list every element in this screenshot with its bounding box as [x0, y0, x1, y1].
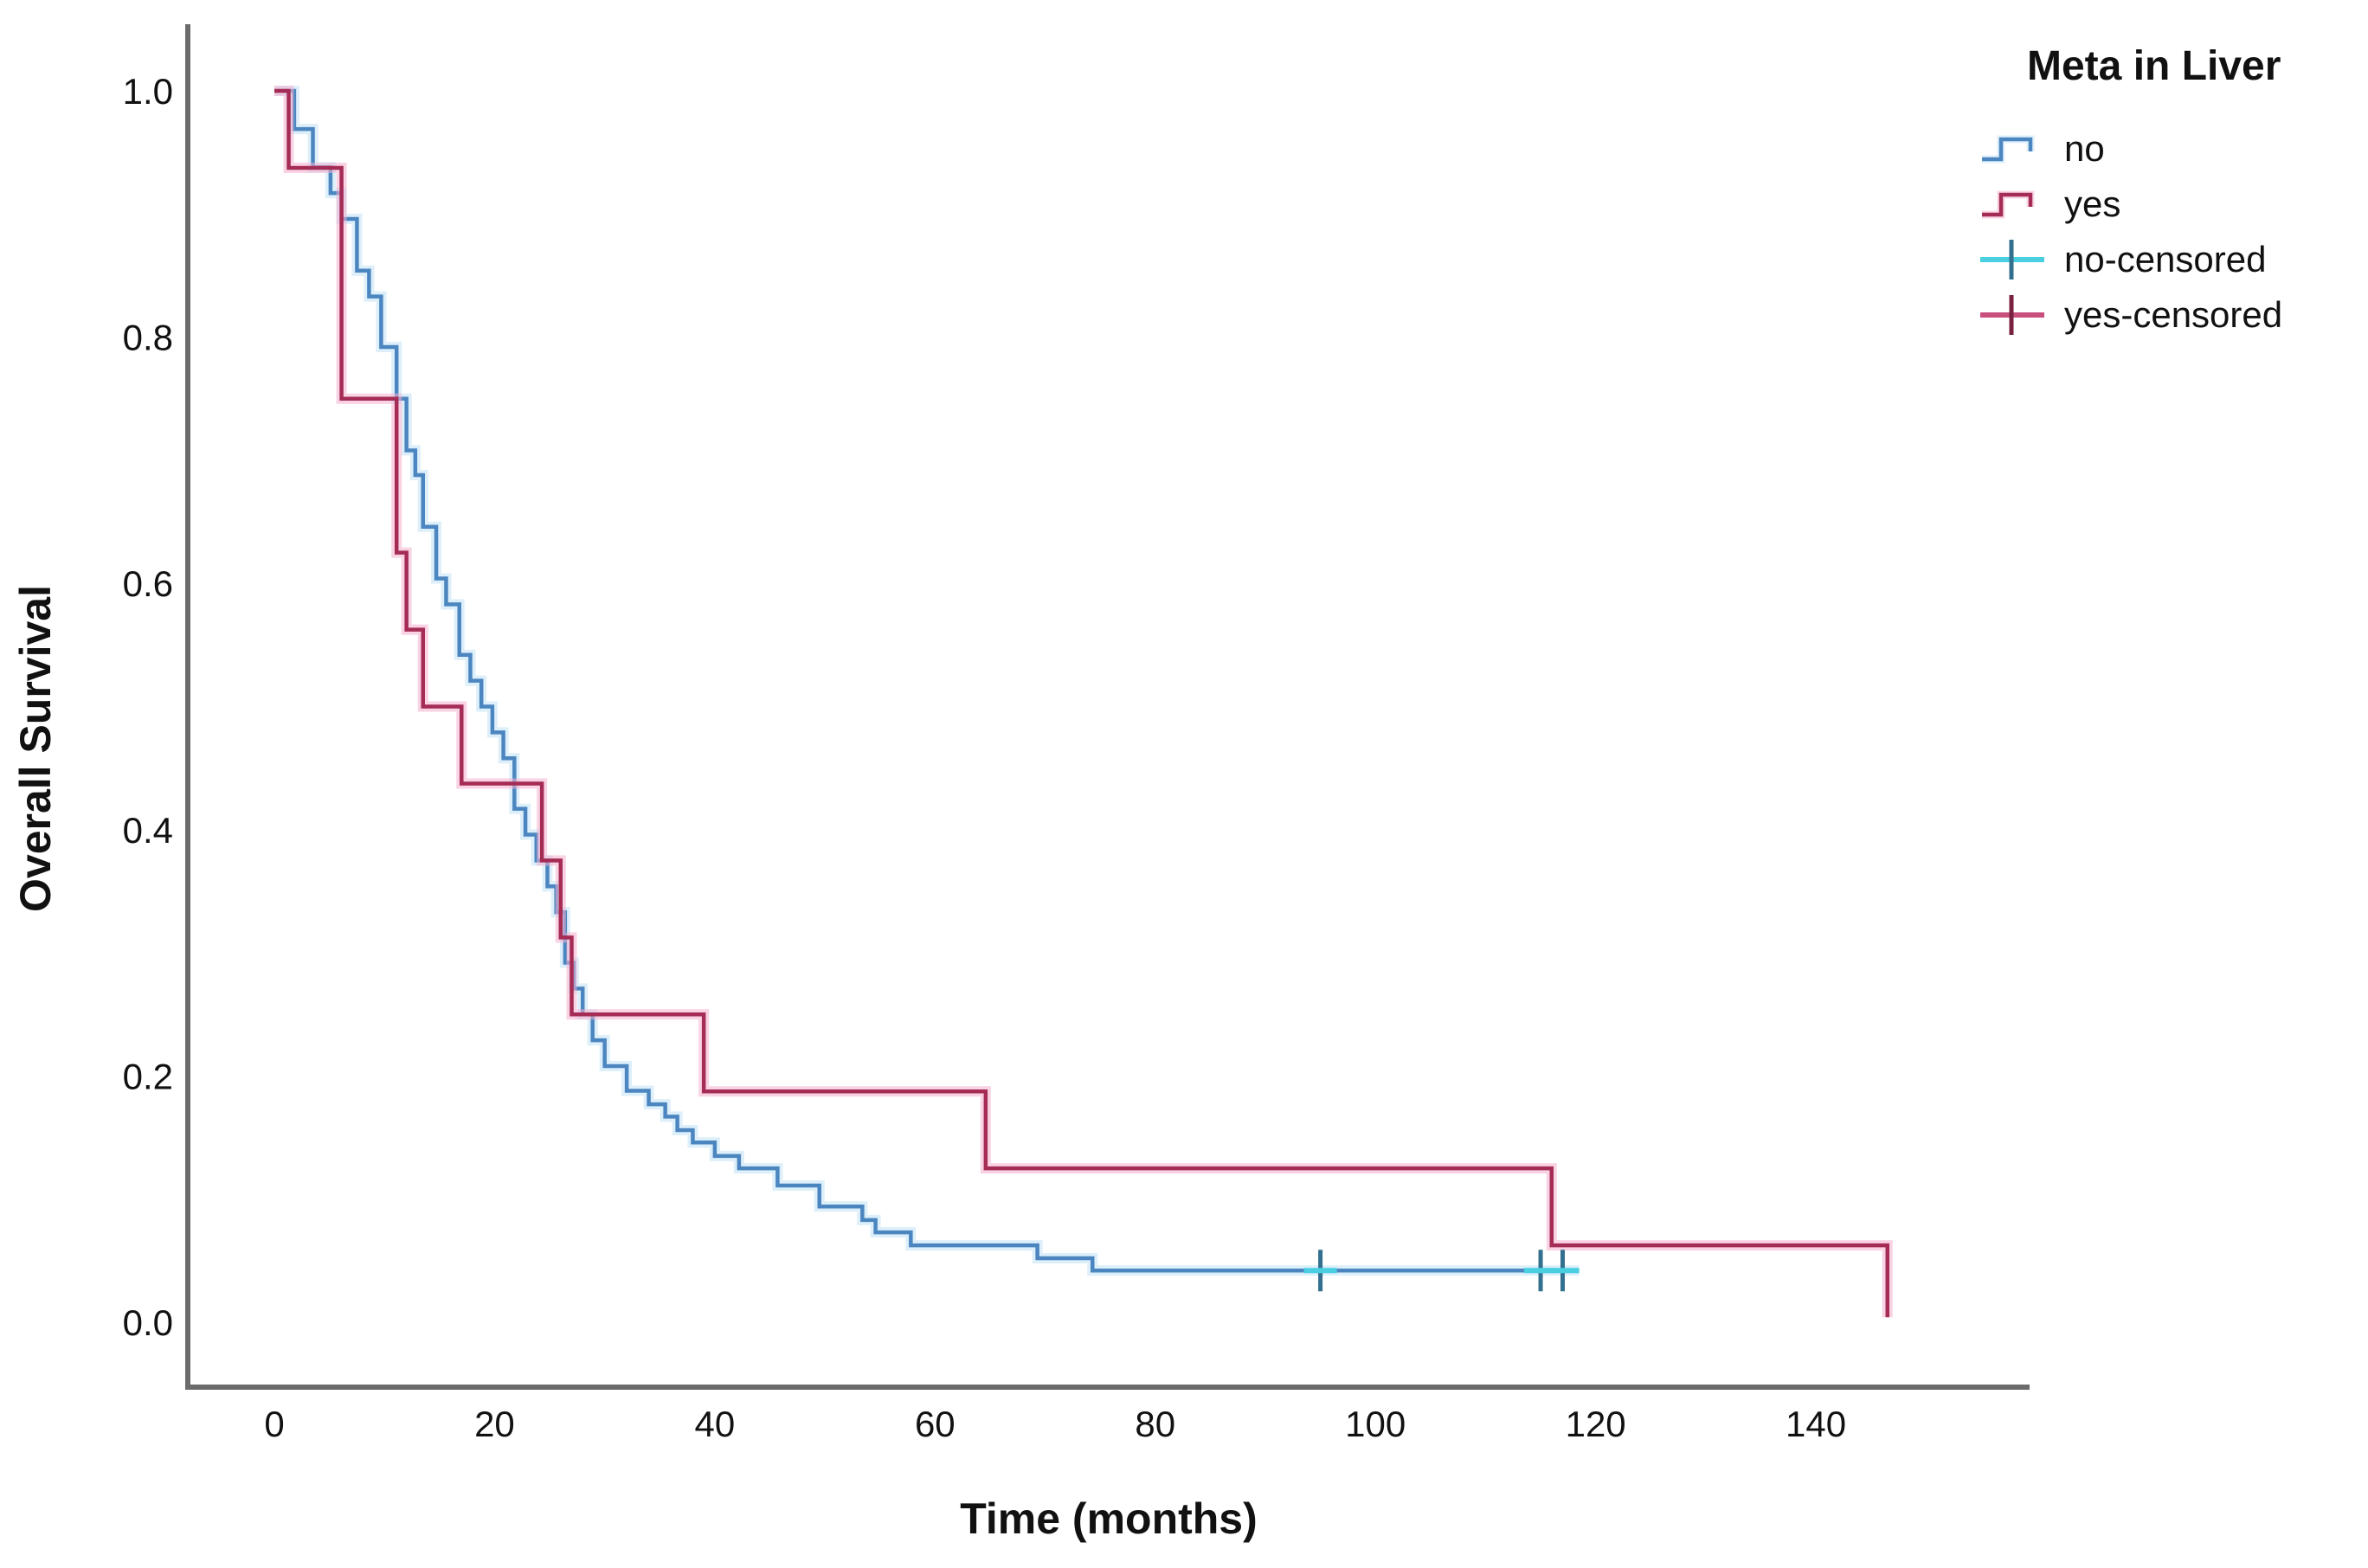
- y-tick-label: 0.4: [123, 810, 173, 851]
- legend-sample-halo-yes: [1982, 190, 2035, 219]
- survival-curve-halo-yes: [274, 86, 1893, 1318]
- x-tick-label: 80: [1135, 1404, 1175, 1444]
- legend-sample-no: [1982, 137, 2033, 162]
- y-tick-label: 1.0: [123, 71, 173, 112]
- survival-curve-yes: [274, 88, 1890, 1318]
- legend-title: Meta in Liver: [2027, 43, 2281, 89]
- x-tick-label: 140: [1786, 1404, 1846, 1444]
- legend-entry-label: yes-censored: [2064, 294, 2282, 335]
- x-tick-label: 0: [264, 1404, 284, 1444]
- x-tick-label: 60: [915, 1404, 956, 1444]
- y-tick-label: 0.6: [123, 563, 173, 604]
- x-tick-label: 40: [695, 1404, 736, 1444]
- x-tick-label: 20: [474, 1404, 515, 1444]
- legend-sample-halo-no: [1982, 135, 2035, 164]
- x-axis-title: Time (months): [960, 1494, 1258, 1543]
- y-tick-label: 0.8: [123, 318, 173, 358]
- y-tick-label: 0.2: [123, 1056, 173, 1096]
- x-tick-label: 120: [1566, 1404, 1626, 1444]
- legend-entry-label: yes: [2064, 183, 2120, 224]
- y-tick-label: 0.0: [123, 1302, 173, 1343]
- legend-entry-label: no-censored: [2064, 239, 2266, 280]
- x-tick-label: 100: [1345, 1404, 1406, 1444]
- y-axis-title: Overall Survival: [11, 585, 60, 912]
- legend-sample-yes: [1982, 192, 2033, 217]
- legend-entry-label: no: [2064, 128, 2105, 169]
